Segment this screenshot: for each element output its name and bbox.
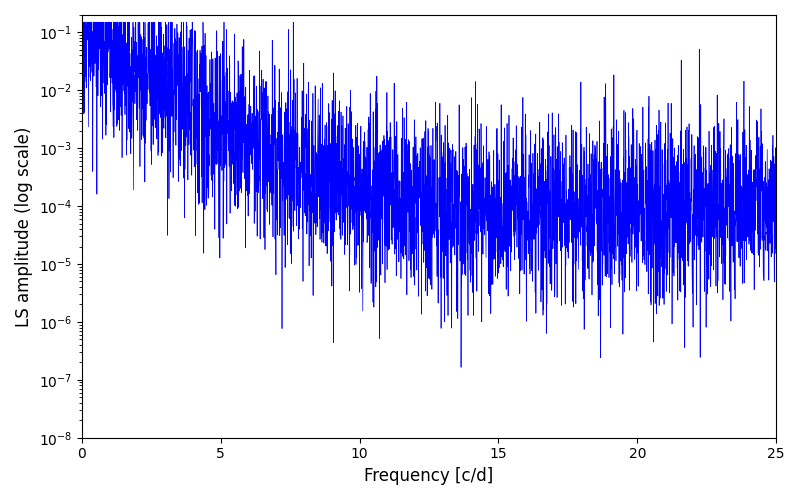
Y-axis label: LS amplitude (log scale): LS amplitude (log scale): [15, 126, 33, 326]
X-axis label: Frequency [c/d]: Frequency [c/d]: [364, 467, 494, 485]
